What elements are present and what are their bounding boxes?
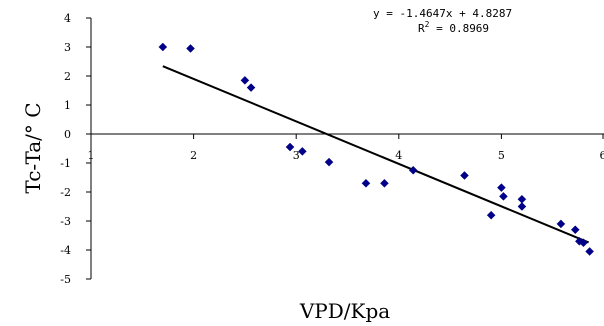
trendline-layer bbox=[162, 65, 589, 244]
y-tick-label: -5 bbox=[60, 273, 71, 286]
x-tick-label: 4 bbox=[395, 149, 402, 162]
data-point bbox=[324, 157, 334, 167]
x-tick-label: 6 bbox=[600, 149, 604, 162]
data-point bbox=[285, 142, 295, 152]
trendline bbox=[162, 65, 589, 244]
data-point bbox=[460, 171, 469, 180]
r-squared-label: R2 = 0.8969 bbox=[418, 20, 489, 35]
data-point bbox=[570, 225, 580, 235]
r-squared-r: R bbox=[418, 22, 425, 35]
data-point bbox=[361, 178, 371, 188]
data-point bbox=[579, 238, 588, 248]
y-tick-label: 3 bbox=[64, 41, 71, 54]
data-point bbox=[246, 83, 256, 92]
r-squared-superscript: 2 bbox=[425, 20, 430, 29]
x-tick-label: 3 bbox=[293, 149, 300, 162]
y-tick-label: -2 bbox=[60, 186, 71, 199]
x-tick-label: 1 bbox=[88, 149, 95, 162]
x-axis-title: VPD/Kpa bbox=[299, 299, 390, 323]
points-layer bbox=[158, 42, 594, 256]
r-squared-value: = 0.8969 bbox=[429, 22, 489, 35]
y-tick-label: 2 bbox=[64, 70, 71, 83]
y-tick-label: -1 bbox=[60, 157, 71, 170]
data-point bbox=[585, 247, 594, 256]
data-point bbox=[380, 178, 389, 188]
data-point bbox=[186, 44, 195, 53]
data-point bbox=[517, 202, 527, 211]
data-point bbox=[240, 75, 250, 85]
x-tick-label: 5 bbox=[498, 149, 505, 162]
trendline-equation: y = -1.4647x + 4.8287 bbox=[373, 7, 512, 20]
data-point bbox=[486, 210, 496, 220]
data-point bbox=[497, 183, 506, 193]
y-axis-title: Tc-Ta/° C bbox=[21, 102, 45, 193]
y-tick-label: -4 bbox=[60, 244, 71, 257]
data-point bbox=[158, 42, 168, 52]
data-point bbox=[408, 165, 418, 175]
axes-layer: 4 3 2 1 0 -1 -2 -3 -4 -5 1 2 3 4 5 6 bbox=[60, 12, 604, 286]
data-point bbox=[556, 219, 566, 229]
y-tick-label: 0 bbox=[64, 128, 71, 141]
y-tick-label: 1 bbox=[64, 99, 71, 112]
data-point bbox=[517, 194, 527, 204]
y-tick-label: -3 bbox=[60, 215, 71, 228]
x-tick-label: 2 bbox=[190, 149, 197, 162]
y-tick-label: 4 bbox=[64, 12, 71, 25]
data-point bbox=[298, 147, 307, 156]
text-layer: y = -1.4647x + 4.8287 R2 = 0.8969 VPD/Kp… bbox=[21, 7, 512, 323]
data-point bbox=[499, 191, 508, 201]
